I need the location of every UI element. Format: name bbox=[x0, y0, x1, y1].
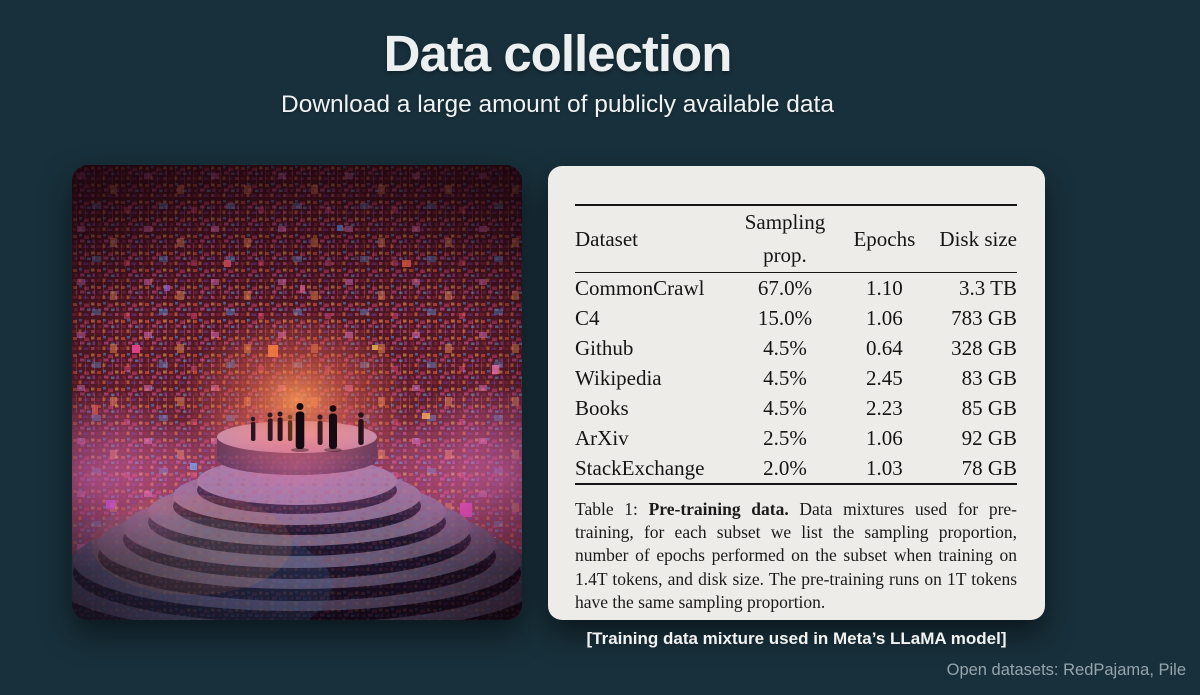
table-caption-label: Table 1: bbox=[575, 499, 649, 519]
column-header-dataset: Dataset bbox=[575, 226, 638, 251]
slide-subtitle: Download a large amount of publicly avai… bbox=[281, 91, 834, 118]
table-cell: C4 bbox=[575, 306, 600, 330]
table-cell: 1.10 bbox=[866, 276, 903, 300]
table-cell: 4.5% bbox=[763, 396, 807, 420]
table-row: Books 4.5% 2.23 85 GB bbox=[575, 393, 1017, 423]
column-header-epochs: Epochs bbox=[853, 226, 916, 251]
column-header-sampling-prop: Sampling prop. bbox=[744, 210, 826, 267]
table-cell: 783 GB bbox=[951, 306, 1017, 330]
column-header-disk-size: Disk size bbox=[939, 226, 1017, 251]
table-caption: Table 1: Pre-training data. Data mixture… bbox=[575, 498, 1017, 614]
table-cell: 67.0% bbox=[757, 276, 813, 300]
table-cell: Wikipedia bbox=[575, 366, 662, 390]
table-cell: 92 GB bbox=[961, 426, 1017, 450]
artwork-image bbox=[72, 165, 522, 620]
table-cell: 78 GB bbox=[961, 456, 1017, 480]
table-cell: 4.5% bbox=[763, 366, 807, 390]
table-cell: 1.03 bbox=[866, 456, 903, 480]
table-card: Dataset Sampling prop. Epochs Disk size … bbox=[548, 166, 1045, 620]
table-cell: Books bbox=[575, 396, 629, 420]
table-row: CommonCrawl 67.0% 1.10 3.3 TB bbox=[575, 273, 1017, 304]
table-cell: StackExchange bbox=[575, 456, 705, 480]
table-caption-text: Data mixtures used for pre-training, for… bbox=[575, 499, 1017, 612]
table-row: ArXiv 2.5% 1.06 92 GB bbox=[575, 423, 1017, 453]
page-title: Data collection bbox=[383, 25, 733, 82]
table-caption-bold: Pre-training data. bbox=[648, 499, 789, 519]
table-row: Wikipedia 4.5% 2.45 83 GB bbox=[575, 363, 1017, 393]
table-header-row: Dataset Sampling prop. Epochs Disk size bbox=[575, 205, 1017, 273]
image-caption: [Training data mixture used in Meta’s LL… bbox=[586, 629, 1007, 648]
table-cell: 2.5% bbox=[763, 426, 807, 450]
table-cell: 328 GB bbox=[951, 336, 1017, 360]
table-cell: 2.23 bbox=[866, 396, 903, 420]
table-cell: 3.3 TB bbox=[959, 276, 1017, 300]
table-cell: ArXiv bbox=[575, 426, 629, 450]
pretraining-data-table: Dataset Sampling prop. Epochs Disk size … bbox=[575, 204, 1017, 485]
table-row: Github 4.5% 0.64 328 GB bbox=[575, 333, 1017, 363]
table-cell: 2.0% bbox=[763, 456, 807, 480]
table-cell: 1.06 bbox=[866, 306, 903, 330]
table-cell: 85 GB bbox=[961, 396, 1017, 420]
table-cell: 15.0% bbox=[757, 306, 813, 330]
footer-note: Open datasets: RedPajama, Pile bbox=[946, 661, 1186, 679]
table-cell: 0.64 bbox=[866, 336, 903, 360]
table-cell: CommonCrawl bbox=[575, 276, 705, 300]
table-cell: 4.5% bbox=[763, 336, 807, 360]
table-row: C4 15.0% 1.06 783 GB bbox=[575, 303, 1017, 333]
data-amphitheater-illustration bbox=[72, 165, 522, 620]
table-cell: Github bbox=[575, 336, 634, 360]
slide-header: Data collection Download a large amount … bbox=[0, 0, 1115, 119]
table-row: StackExchange 2.0% 1.03 78 GB bbox=[575, 453, 1017, 484]
table-cell: 1.06 bbox=[866, 426, 903, 450]
table-cell: 2.45 bbox=[866, 366, 903, 390]
table-cell: 83 GB bbox=[961, 366, 1017, 390]
